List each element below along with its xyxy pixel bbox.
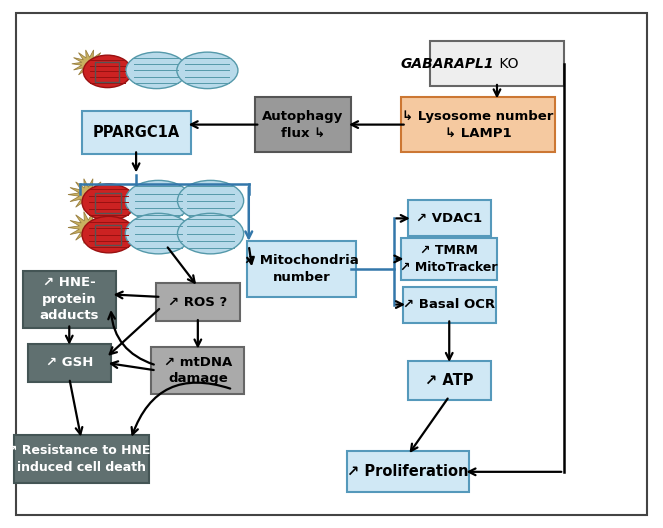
FancyBboxPatch shape	[14, 435, 149, 483]
Text: ↗ ROS ?: ↗ ROS ?	[168, 296, 227, 308]
Text: KO: KO	[495, 57, 518, 71]
FancyBboxPatch shape	[23, 271, 116, 327]
Text: ↗ TMRM
↗ MitoTracker: ↗ TMRM ↗ MitoTracker	[400, 244, 498, 274]
FancyBboxPatch shape	[401, 97, 554, 152]
FancyBboxPatch shape	[401, 238, 497, 280]
Ellipse shape	[177, 52, 238, 89]
Ellipse shape	[178, 213, 244, 254]
FancyBboxPatch shape	[247, 241, 356, 297]
FancyBboxPatch shape	[403, 287, 496, 323]
Text: ↗ Proliferation: ↗ Proliferation	[347, 464, 469, 479]
Text: Autophagy
flux ↳: Autophagy flux ↳	[263, 110, 343, 139]
Ellipse shape	[82, 184, 135, 220]
FancyBboxPatch shape	[430, 42, 564, 86]
Ellipse shape	[82, 216, 135, 253]
Ellipse shape	[84, 55, 132, 88]
Text: ↗ VDAC1: ↗ VDAC1	[416, 212, 482, 225]
FancyBboxPatch shape	[156, 283, 239, 321]
FancyBboxPatch shape	[408, 361, 491, 400]
Polygon shape	[68, 212, 109, 243]
Ellipse shape	[178, 181, 244, 221]
FancyBboxPatch shape	[28, 344, 111, 382]
Polygon shape	[68, 179, 109, 210]
Text: ↗ GSH: ↗ GSH	[46, 356, 93, 370]
FancyBboxPatch shape	[347, 451, 469, 492]
Ellipse shape	[126, 52, 187, 89]
Text: ↗ Resistance to HNE-
induced cell death: ↗ Resistance to HNE- induced cell death	[7, 445, 156, 474]
Text: ↗ HNE-
protein
adducts: ↗ HNE- protein adducts	[40, 277, 99, 323]
Text: PPARGC1A: PPARGC1A	[92, 125, 180, 140]
FancyBboxPatch shape	[255, 97, 351, 152]
FancyBboxPatch shape	[82, 111, 190, 154]
Text: ↗ ATP: ↗ ATP	[425, 373, 473, 388]
Ellipse shape	[125, 181, 192, 221]
Ellipse shape	[125, 213, 192, 254]
Text: ↗ Mitochondria
number: ↗ Mitochondria number	[244, 254, 359, 284]
FancyBboxPatch shape	[151, 347, 244, 393]
Polygon shape	[72, 50, 107, 78]
FancyBboxPatch shape	[408, 201, 491, 237]
Text: ↗ mtDNA
damage: ↗ mtDNA damage	[164, 356, 232, 385]
Text: ↳ Lysosome number
↳ LAMP1: ↳ Lysosome number ↳ LAMP1	[402, 110, 554, 139]
Text: ↗ Basal OCR: ↗ Basal OCR	[403, 298, 495, 311]
Text: GABARAPL1: GABARAPL1	[400, 57, 494, 71]
